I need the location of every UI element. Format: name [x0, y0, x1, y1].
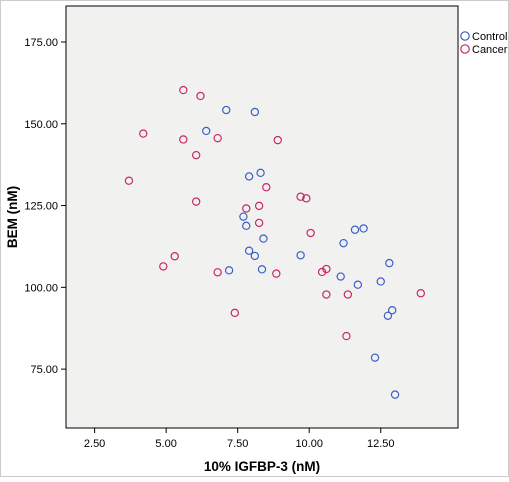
cancer-point: [296, 192, 305, 201]
cancer-point: [254, 201, 264, 211]
cancer-point: [272, 269, 281, 278]
control-point: [244, 172, 254, 181]
cancer-point: [191, 150, 201, 160]
cancer-point: [262, 183, 271, 192]
x-axis: 2.50 5.00 7.50 10.00 12.50: [84, 428, 395, 450]
cancer-point: [322, 264, 331, 274]
control-point: [383, 311, 393, 320]
control-point: [239, 212, 248, 221]
control-point: [336, 272, 345, 281]
x-tick-label: 5.00: [155, 438, 176, 450]
cancer-point: [343, 290, 353, 299]
plot-area: [65, 5, 459, 429]
y-axis: 75.00 100.00 125.00 150.00 175.00: [24, 37, 66, 376]
control-point: [256, 168, 265, 178]
cancer-point: [139, 129, 148, 138]
cancer-point: [191, 197, 201, 206]
y-tick-label: 125.00: [24, 201, 58, 213]
control-point: [359, 224, 368, 233]
control-point: [222, 105, 231, 115]
cancer-point: [416, 289, 426, 298]
y-tick-label: 175.00: [24, 37, 58, 49]
legend-control-label: Control: [472, 31, 507, 43]
control-point: [257, 265, 267, 274]
cancer-point: [306, 228, 315, 238]
y-tick-label: 75.00: [30, 364, 58, 376]
control-point: [244, 246, 254, 255]
control-point: [390, 390, 400, 399]
cancer-point: [317, 267, 327, 277]
x-tick-label: 7.50: [227, 438, 248, 450]
cancer-point: [213, 268, 222, 277]
control-point: [339, 238, 348, 248]
cancer-point: [159, 262, 168, 271]
cancer-point: [302, 194, 311, 203]
legend-control-marker: [460, 31, 470, 41]
cancer-point: [124, 176, 134, 185]
control-point: [259, 234, 268, 243]
cancer-point: [342, 331, 351, 341]
control-point: [387, 306, 397, 315]
cancer-point: [179, 85, 188, 95]
cancer-point: [254, 218, 264, 228]
x-tick-label: 10.00: [295, 438, 323, 450]
cancer-point: [230, 308, 240, 318]
control-point: [376, 277, 385, 286]
control-point: [250, 107, 260, 117]
y-axis-title: BEM (nM): [5, 186, 20, 248]
legend-cancer-marker: [460, 44, 470, 54]
control-point: [250, 251, 260, 261]
cancer-point: [213, 133, 222, 143]
control-point: [353, 280, 363, 289]
cancer-point: [179, 135, 188, 144]
control-point: [350, 225, 360, 234]
x-tick-label: 2.50: [84, 438, 105, 450]
control-point: [224, 266, 234, 275]
control-point: [296, 251, 305, 260]
x-tick-label: 12.50: [367, 438, 395, 450]
cancer-point: [322, 290, 331, 299]
cancer-point: [196, 91, 205, 101]
data-points: [124, 85, 426, 399]
y-tick-label: 150.00: [24, 119, 58, 131]
cancer-point: [242, 204, 251, 213]
control-point: [385, 258, 394, 268]
control-point: [202, 126, 211, 136]
legend-cancer-label: Cancer: [472, 44, 508, 56]
y-tick-label: 100.00: [24, 282, 58, 294]
control-point: [242, 221, 251, 231]
x-axis-title: 10% IGFBP-3 (nM): [204, 459, 320, 474]
control-point: [370, 353, 380, 362]
cancer-point: [170, 252, 179, 261]
cancer-point: [273, 135, 282, 145]
